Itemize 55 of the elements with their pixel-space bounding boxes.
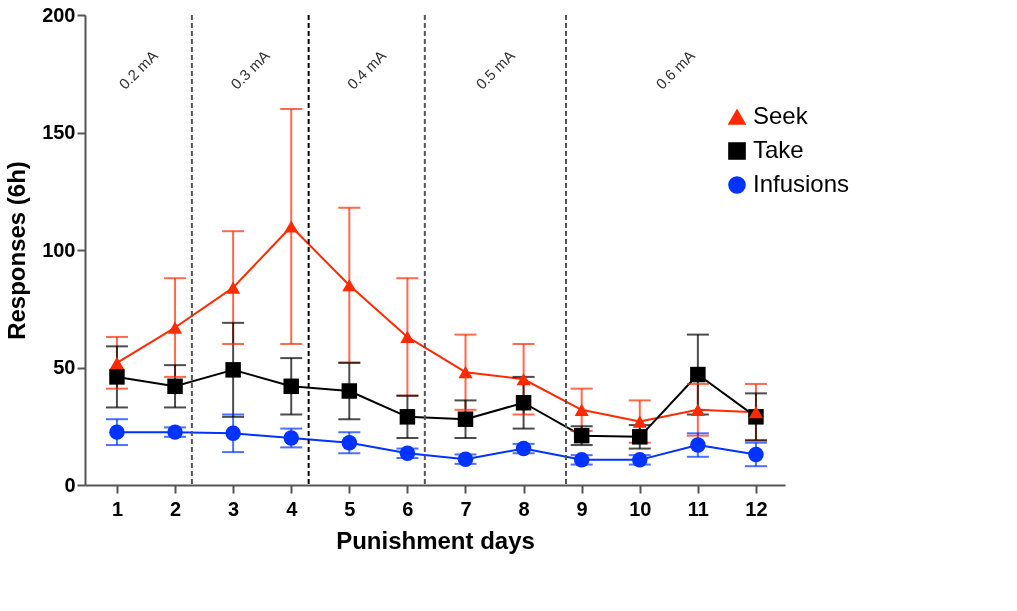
x-tick-label: 12 — [745, 497, 768, 520]
point — [167, 321, 183, 334]
annotation: 0.5 mA — [472, 46, 518, 93]
point — [632, 452, 648, 468]
y-tick-label: 200 — [42, 3, 76, 26]
point — [225, 362, 241, 378]
point — [284, 220, 299, 233]
legend-label: Take — [753, 136, 804, 163]
point — [632, 415, 647, 428]
point — [748, 446, 764, 463]
point — [167, 424, 183, 440]
point — [109, 424, 125, 440]
x-tick-label: 6 — [402, 497, 414, 520]
x-tick-label: 7 — [460, 497, 472, 520]
point — [516, 373, 531, 386]
y-tick-label: 50 — [53, 356, 76, 378]
point — [226, 281, 241, 294]
point — [458, 366, 473, 379]
point — [283, 378, 299, 395]
legend-label: Seek — [753, 102, 809, 129]
x-tick-label: 1 — [111, 497, 124, 520]
point — [690, 403, 705, 416]
point — [225, 425, 241, 442]
annotation: 0.4 mA — [343, 46, 390, 93]
point — [109, 369, 125, 385]
y-tick-label: 100 — [42, 238, 76, 261]
x-tick-label: 5 — [344, 497, 356, 520]
point — [690, 366, 706, 383]
legend-label: Infusions — [753, 170, 850, 197]
point — [748, 406, 764, 419]
x-tick-label: 11 — [687, 497, 709, 520]
point — [400, 330, 415, 344]
point — [457, 411, 474, 427]
point — [574, 403, 589, 416]
x-tick-label: 3 — [228, 497, 240, 520]
x-tick-label: 9 — [576, 497, 588, 520]
point — [109, 356, 125, 369]
y-tick-label: 0 — [64, 473, 76, 496]
annotation: 0.6 mA — [652, 46, 698, 93]
x-tick-label: 4 — [286, 497, 299, 520]
x-axis-title: Punishment days — [336, 526, 535, 554]
point — [515, 395, 532, 411]
y-axis-title: Responses (6h) — [3, 161, 31, 340]
y-tick-label: 150 — [42, 121, 76, 143]
point — [341, 383, 358, 399]
x-tick-label: 10 — [629, 497, 652, 520]
point — [399, 409, 416, 425]
x-tick-label: 2 — [169, 497, 182, 520]
point — [632, 429, 648, 445]
annotation: 0.3 mA — [227, 46, 273, 93]
point — [342, 279, 357, 292]
point — [167, 378, 183, 395]
point — [690, 437, 706, 453]
x-tick-label: 8 — [518, 497, 530, 520]
annotation: 0.2 mA — [115, 46, 161, 93]
